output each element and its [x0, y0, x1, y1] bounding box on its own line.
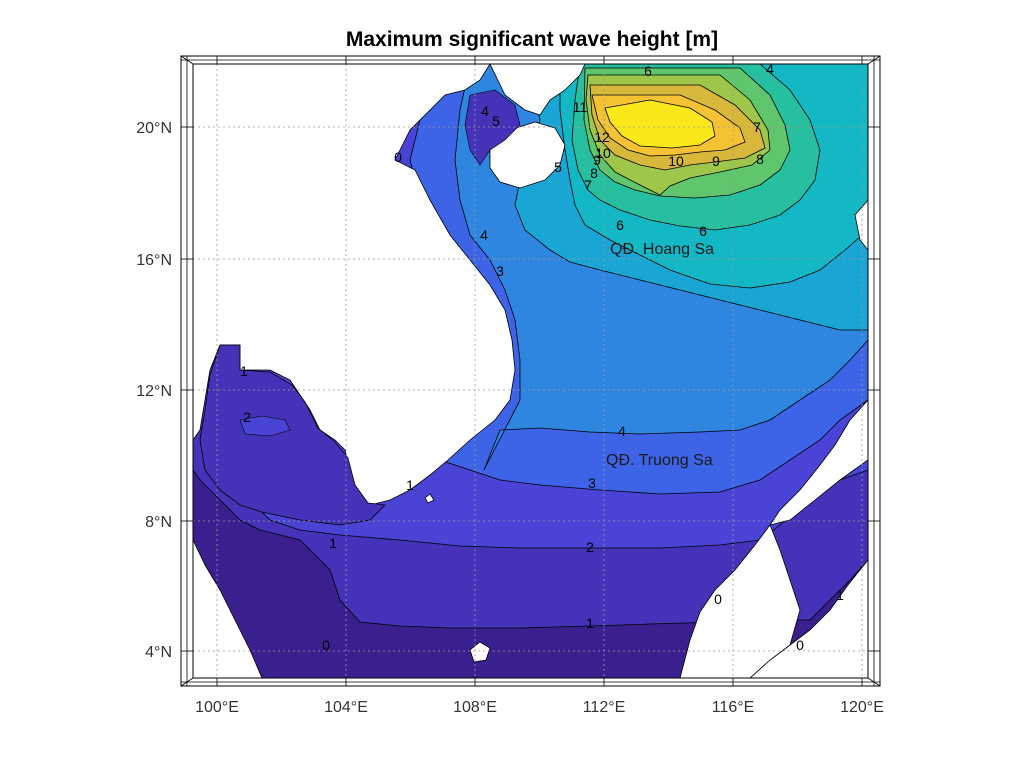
contour-label: 4 — [481, 103, 489, 119]
lat-tick-label: 4°N — [145, 644, 172, 661]
contour-label: 4 — [618, 423, 626, 439]
contour-label: 2 — [586, 539, 594, 555]
lon-tick-label: 108°E — [453, 699, 497, 716]
contour-label: 3 — [588, 475, 596, 491]
place-labels: QĐ. Hoang Sa QĐ. Truong Sa — [606, 241, 714, 469]
contour-label: 4 — [766, 61, 774, 77]
contour-label: 0 — [322, 637, 330, 653]
land-malay-peninsula — [193, 539, 263, 678]
contour-label: 4 — [480, 227, 488, 243]
contour-label: 10 — [668, 153, 684, 169]
contour-label: 5 — [492, 113, 500, 129]
contour-label: 1 — [329, 535, 337, 551]
contour-label: 2 — [243, 409, 251, 425]
graticule — [193, 64, 868, 678]
lon-tick-label: 104°E — [324, 699, 368, 716]
contour-label: 9 — [712, 153, 720, 169]
contour-label: 1 — [586, 615, 594, 631]
contour-label: 3 — [496, 263, 504, 279]
place-label-truong-sa: QĐ. Truong Sa — [606, 452, 713, 469]
contour-label: 9 — [593, 152, 601, 168]
lon-tick-labels: 100°E 104°E 108°E 112°E 116°E 120°E — [195, 699, 884, 716]
contour-label: 7 — [753, 119, 761, 135]
island-con-son — [424, 493, 435, 504]
contour-label: 12 — [594, 129, 610, 145]
contour-label: 11 — [573, 99, 588, 115]
land-gulf-tonkin-water — [464, 89, 521, 166]
land-china-coast — [489, 64, 586, 116]
wave-height-field — [193, 64, 868, 678]
lon-tick-label: 120°E — [840, 699, 884, 716]
contour-label: 1 — [240, 363, 248, 379]
place-label-hoang-sa: QĐ. Hoang Sa — [610, 241, 714, 258]
lat-tick-label: 20°N — [136, 120, 172, 137]
contour-label: 1 — [836, 587, 844, 603]
contour-label: 10 — [595, 145, 611, 161]
land-hainan — [489, 121, 566, 189]
land-palawan — [769, 399, 868, 526]
contour-label: 0 — [714, 591, 722, 607]
map-title: Maximum significant wave height [m] — [345, 28, 719, 51]
contour-label: 6 — [644, 63, 652, 79]
contour-label: 1 — [406, 477, 414, 493]
contour-labels: 1 1 1 1 1 2 2 3 3 4 4 4 4 5 5 6 6 6 7 7 … — [240, 61, 844, 653]
contour-label: 8 — [756, 151, 764, 167]
map-frame — [180, 55, 881, 687]
sea-band-12 — [604, 99, 716, 149]
lat-tick-labels: 4°N 8°N 12°N 16°N 20°N — [136, 120, 172, 661]
contour-label: 0 — [796, 637, 804, 653]
lat-tick-label: 12°N — [136, 383, 172, 400]
contour-label: 6 — [699, 223, 707, 239]
island-natuna — [469, 641, 491, 663]
lon-tick-label: 100°E — [195, 699, 239, 716]
land-luzon — [854, 199, 868, 251]
gulf-2m-pocket — [239, 415, 291, 437]
lat-tick-label: 16°N — [136, 252, 172, 269]
lon-tick-label: 112°E — [583, 699, 626, 716]
gulf-of-thailand — [199, 344, 386, 526]
lat-tick-label: 8°N — [145, 514, 172, 531]
land-borneo-west — [679, 524, 801, 678]
contour-label: 5 — [554, 159, 562, 175]
contour-label: 6 — [616, 217, 624, 233]
lon-tick-label: 116°E — [712, 699, 755, 716]
contour-label: 8 — [590, 165, 598, 181]
contour-label: 0 — [394, 149, 402, 165]
contour-label: 7 — [584, 177, 592, 193]
